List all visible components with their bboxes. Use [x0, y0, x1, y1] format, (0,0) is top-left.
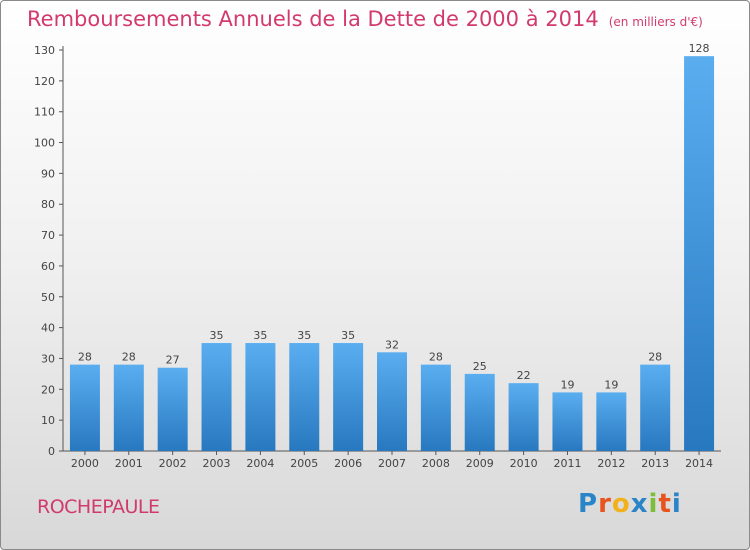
- bar: [640, 364, 671, 451]
- y-tick-label: 60: [41, 260, 55, 273]
- y-tick-label: 70: [41, 229, 55, 242]
- bar-value-label: 28: [122, 351, 136, 364]
- y-tick-label: 100: [34, 137, 55, 150]
- y-tick-label: 130: [34, 44, 55, 57]
- y-tick-label: 90: [41, 167, 55, 180]
- bar-value-label: 28: [78, 351, 92, 364]
- bar-value-label: 28: [429, 351, 443, 364]
- bar: [289, 343, 320, 451]
- x-tick-label: 2004: [246, 457, 274, 470]
- x-tick-label: 2011: [553, 457, 581, 470]
- bar: [157, 367, 188, 451]
- bar-value-label: 27: [166, 354, 180, 367]
- y-tick-label: 50: [41, 291, 55, 304]
- x-tick-label: 2010: [510, 457, 538, 470]
- y-tick-label: 10: [41, 414, 55, 427]
- bar: [333, 343, 364, 451]
- chart-title: Remboursements Annuels de la Dette de 20…: [27, 7, 599, 31]
- bar-value-label: 35: [297, 329, 311, 342]
- bar-value-label: 28: [648, 351, 662, 364]
- bar-value-label: 35: [210, 329, 224, 342]
- y-tick-label: 30: [41, 352, 55, 365]
- commune-name: ROCHEPAULE: [37, 496, 160, 518]
- bar: [420, 364, 451, 451]
- proxiti-logo[interactable]: Proxiti: [578, 489, 682, 519]
- x-tick-label: 2007: [378, 457, 406, 470]
- bar: [596, 392, 627, 451]
- y-tick-label: 110: [34, 106, 55, 119]
- y-tick-label: 20: [41, 383, 55, 396]
- x-tick-label: 2014: [685, 457, 713, 470]
- y-tick-label: 0: [48, 445, 55, 458]
- bar: [508, 383, 539, 451]
- x-tick-label: 2013: [641, 457, 669, 470]
- bar: [69, 364, 100, 451]
- bar-value-label: 25: [473, 360, 487, 373]
- bar-value-label: 19: [604, 378, 618, 391]
- bar: [113, 364, 144, 451]
- bar-value-label: 32: [385, 338, 399, 351]
- x-tick-label: 2012: [597, 457, 625, 470]
- bar: [201, 343, 232, 451]
- bar-value-label: 35: [253, 329, 267, 342]
- y-tick-label: 80: [41, 198, 55, 211]
- x-tick-label: 2005: [290, 457, 318, 470]
- chart-labels: 0 10 20 30 40 50 60 70 80 90 100 110 120 130 28 2000 28 2…: [34, 42, 713, 470]
- x-tick-label: 2003: [203, 457, 231, 470]
- bar: [464, 373, 495, 451]
- bar-value-label: 22: [517, 369, 531, 382]
- x-tick-label: 2009: [466, 457, 494, 470]
- y-tick-label: 120: [34, 75, 55, 88]
- chart-bars: [69, 56, 715, 452]
- x-tick-label: 2006: [334, 457, 362, 470]
- bar: [552, 392, 583, 451]
- bar: [245, 343, 276, 451]
- bar: [377, 352, 407, 451]
- bar-value-label: 19: [560, 378, 574, 391]
- x-tick-label: 2002: [159, 457, 187, 470]
- bar-value-label: 35: [341, 329, 355, 342]
- x-tick-label: 2001: [115, 457, 143, 470]
- chart-title-block: Remboursements Annuels de la Dette de 20…: [27, 7, 703, 31]
- x-tick-label: 2008: [422, 457, 450, 470]
- bar: [684, 56, 715, 452]
- chart-subtitle: (en milliers d'€): [608, 15, 703, 29]
- bar-value-label: 128: [689, 42, 710, 55]
- x-tick-label: 2000: [71, 457, 99, 470]
- y-tick-label: 40: [41, 322, 55, 335]
